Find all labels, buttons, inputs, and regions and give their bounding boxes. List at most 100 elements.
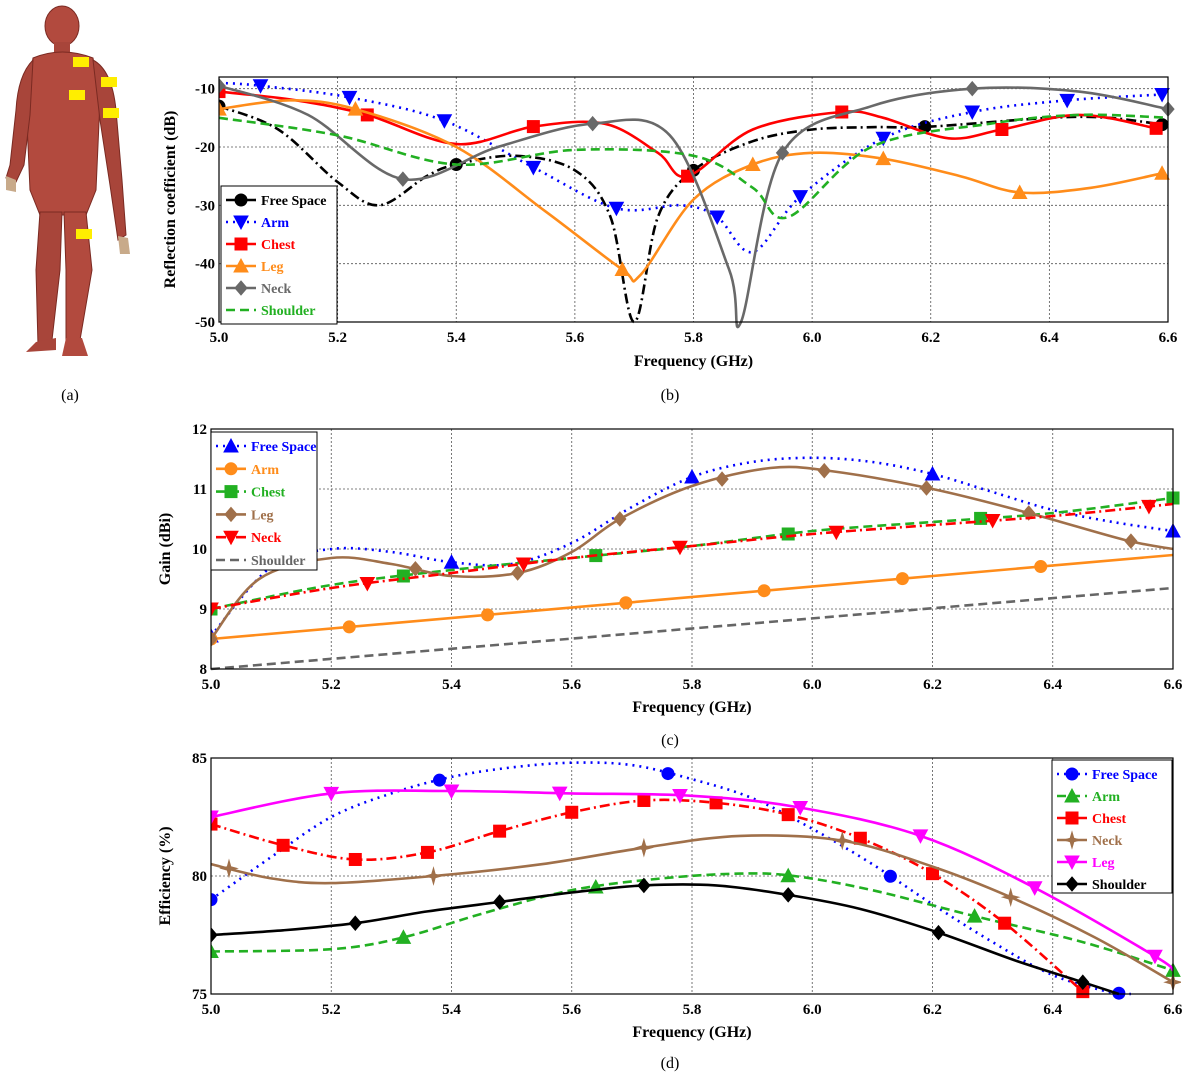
point-arm: [525, 160, 542, 176]
x-tick-label: 6.4: [1043, 677, 1062, 693]
y-tick-label: 11: [193, 482, 207, 498]
legend-label-neck: Neck: [1092, 834, 1123, 849]
point-leg: [1011, 184, 1028, 199]
x-tick-label: 5.6: [562, 1002, 581, 1018]
point-arm: [211, 943, 219, 959]
legend-marker-leg: [1064, 855, 1080, 871]
panel-label-b: (b): [661, 387, 680, 404]
point-leg: [672, 789, 688, 804]
x-axis-label: Frequency (GHz): [632, 699, 751, 716]
chart-reflection-coefficient: 5.0 5.2 5.4 5.6 5.8 6.0 6.2 6.4 6.6 -10 -20 -30 -40 -…: [162, 76, 1178, 370]
legend-marker-arm: [224, 462, 238, 476]
series-line-leg: [211, 789, 1174, 972]
point-neck: [965, 80, 979, 97]
point-leg: [347, 101, 364, 116]
series-line-leg: [219, 98, 1163, 283]
point-neck: [775, 145, 790, 161]
panel-label-c: (c): [661, 732, 679, 749]
series-line-shoulder: [211, 883, 1120, 996]
series-leg: [211, 462, 1174, 647]
point-leg: [551, 786, 568, 802]
point-arm: [875, 131, 892, 147]
point-leg: [323, 786, 340, 802]
series-group: [211, 761, 1181, 1000]
legend-marker-free-space: [223, 437, 239, 453]
point-leg: [1026, 881, 1043, 896]
legend-box: [210, 431, 318, 571]
point-leg: [211, 631, 218, 647]
y-axis-label: Reflection coefficient (dB): [162, 111, 179, 289]
x-tick-label: 6.0: [803, 677, 822, 693]
x-tick-label: 6.6: [1159, 330, 1178, 346]
y-tick-label: 10: [192, 542, 207, 558]
legend-label-free-space: Free Space: [251, 440, 316, 455]
point-arm: [780, 867, 797, 883]
series-line-arm: [211, 872, 1174, 972]
y-tick-label: 85: [192, 751, 207, 767]
legend-label-shoulder: Shoulder: [1092, 878, 1146, 893]
plot-frame: [218, 76, 1169, 323]
point-chest: [637, 793, 651, 807]
legend: Free Space Arm Chest Leg Neck Shoulder: [210, 431, 318, 571]
legend-marker-neck: [1062, 830, 1082, 850]
point-leg: [219, 101, 227, 116]
x-tick-label: 5.6: [566, 330, 585, 346]
legend-marker-free-space: [234, 193, 248, 207]
y-axis-label: Gain (dBi): [157, 513, 174, 585]
point-free-space: [432, 773, 446, 787]
chart-gain: 5.0 5.2 5.4 5.6 5.8 6.0 6.2 6.4 6.6 8 9 10 11 12 Frequ…: [157, 422, 1183, 716]
point-chest: [276, 838, 290, 852]
series-line-neck: [211, 502, 1174, 611]
y-tick-label: -50: [195, 315, 215, 331]
point-free-space: [684, 468, 700, 484]
x-tick-label: 5.0: [202, 1002, 221, 1018]
series-leg: [211, 784, 1174, 972]
legend-label-neck: Neck: [261, 282, 292, 297]
point-arm: [964, 105, 981, 121]
series-line-neck: [211, 834, 1174, 984]
x-tick-label: 5.4: [442, 1002, 461, 1018]
legend-marker-shoulder: [1065, 876, 1079, 892]
legend-label-neck: Neck: [251, 531, 282, 546]
y-tick-label: -30: [195, 198, 215, 214]
point-shoulder: [348, 915, 362, 931]
point-arm: [895, 572, 909, 586]
point-leg: [613, 511, 627, 527]
point-leg: [715, 471, 729, 487]
x-tick-label: 6.2: [923, 1002, 942, 1018]
chart-efficiency: 5.0 5.2 5.4 5.6 5.8 6.0 6.2 6.4 6.6 75 80 85 Frequen…: [157, 751, 1183, 1041]
point-arm: [619, 596, 633, 610]
legend-label-chest: Chest: [1092, 812, 1127, 827]
point-chest: [781, 808, 795, 822]
point-leg: [1147, 949, 1163, 965]
point-arm: [341, 90, 358, 106]
legend-label-arm: Arm: [261, 216, 289, 231]
point-chest: [348, 852, 362, 866]
point-arm: [757, 584, 771, 598]
point-neck: [423, 866, 444, 886]
y-tick-label: 75: [192, 987, 207, 1003]
point-chest: [396, 569, 410, 583]
panel-label-d: (d): [661, 1055, 680, 1072]
legend-marker-chest: [234, 237, 248, 251]
marker-arm: [103, 108, 119, 118]
x-tick-label: 6.0: [803, 330, 822, 346]
x-tick-label: 5.4: [442, 677, 461, 693]
y-axis-label: Efficiency (%): [157, 826, 174, 925]
point-free-space: [661, 767, 675, 781]
point-chest: [493, 824, 507, 838]
body-figure: [5, 5, 130, 356]
series-free-space: [211, 456, 1181, 643]
legend-marker-leg: [233, 257, 249, 273]
human-body-illustration: [5, 5, 130, 356]
legend-label-chest: Chest: [251, 486, 286, 501]
x-tick-label: 5.2: [322, 1002, 341, 1018]
point-shoulder: [492, 894, 507, 910]
point-arm: [342, 620, 356, 634]
marker-leg: [76, 229, 92, 239]
series-neck: [211, 830, 1181, 992]
point-arm: [966, 908, 983, 923]
legend-marker-neck: [234, 280, 248, 296]
point-arm: [608, 201, 625, 217]
legend-marker-neck: [223, 530, 239, 546]
